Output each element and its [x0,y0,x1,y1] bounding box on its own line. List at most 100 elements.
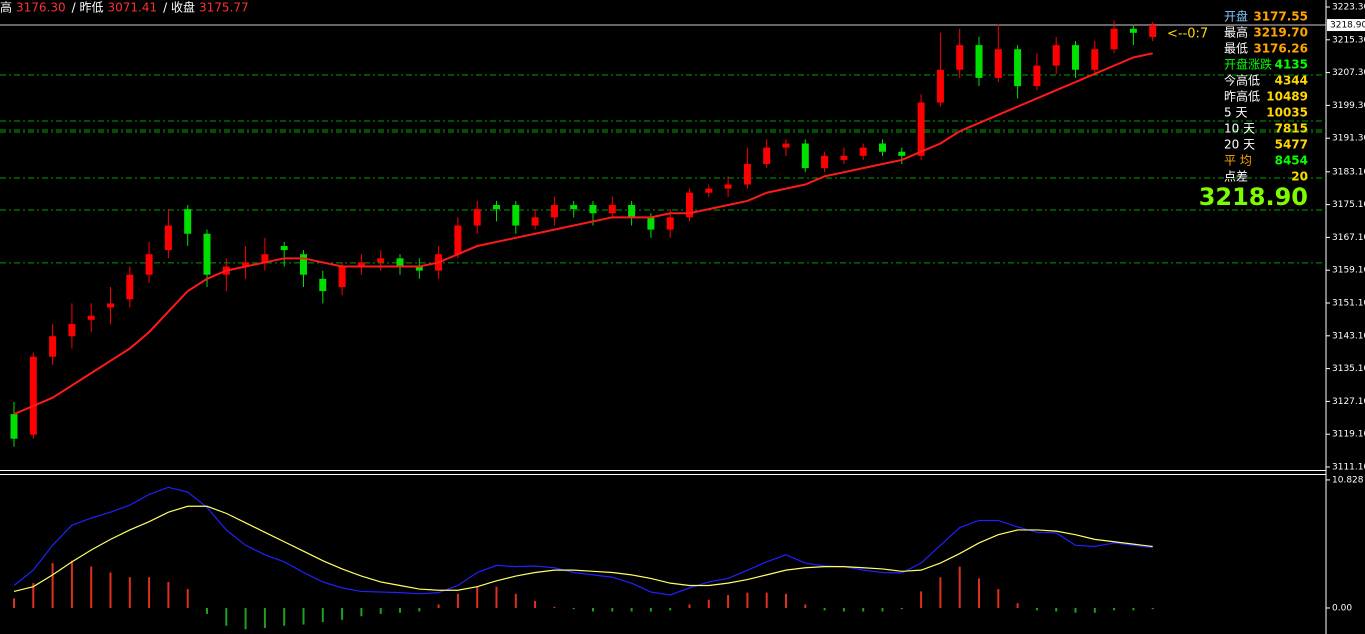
candle-body [550,205,558,218]
y-tick-label: 3191.30 [1332,134,1365,144]
y-tick-label: 3199.30 [1332,101,1365,111]
histogram-bar [1093,607,1096,613]
candle-body [29,356,37,435]
info-value: 5477 [1275,138,1308,152]
y-tick-label: 3175.10 [1332,200,1365,210]
histogram-bar [167,581,170,608]
info-label: 今高低 [1224,73,1260,88]
candle-body [49,336,57,357]
candle-body [936,69,944,103]
info-value: 20 [1291,170,1308,184]
info-label: 10 天 [1224,122,1255,136]
header-value: 3176.30 [16,1,66,15]
histogram-bar [920,591,923,608]
histogram-bar [128,577,131,608]
histogram-bar [456,593,459,608]
candle-body [1091,49,1099,70]
header-label: / 昨低 [72,1,104,15]
candle-body [107,303,114,308]
histogram-bar [283,607,286,626]
candle-body [87,315,95,320]
histogram-bar [785,593,787,608]
histogram-bar [437,604,440,608]
histogram-bar [495,586,498,608]
info-label: 20 天 [1224,138,1255,152]
histogram-bar [514,593,517,608]
info-value: 10035 [1266,106,1308,120]
candle-body [338,266,346,288]
histogram-bar [1113,607,1116,611]
fast-line [13,486,1153,596]
histogram-bar [997,589,1000,608]
histogram-bar [688,604,691,608]
y-tick-label: 3183.10 [1332,167,1365,177]
candle-body [531,217,539,226]
info-label: 平 均 [1224,154,1252,168]
candle-body [454,225,462,255]
candle-body [608,205,616,214]
candle-body [1014,49,1022,87]
histogram-bar [399,607,401,613]
info-label: 最低 [1224,42,1248,56]
histogram-bar [572,607,575,610]
candle-body [666,217,674,230]
histogram-bar [1151,607,1154,610]
candle-body [898,151,906,156]
candle-body [512,205,520,226]
info-label: 开盘涨跌 [1224,57,1272,72]
info-value: 7815 [1275,122,1308,136]
candle-body [184,209,192,234]
candle-body [10,414,18,439]
info-value: 3219.70 [1253,26,1308,40]
histogram-bar [746,592,749,608]
candle-body [1052,45,1060,66]
histogram-bar [592,607,594,612]
ma-line [13,52,1153,416]
histogram-bar [225,607,228,626]
histogram-bar [476,586,479,608]
candle-body [994,49,1002,78]
histogram-bar [244,607,247,630]
candle-body [126,274,134,300]
histogram-bar [765,592,768,608]
candle-body [801,143,809,169]
candle-body [1033,65,1041,87]
candle-body [493,205,500,210]
candle-body [1072,45,1079,70]
candle-body [628,205,636,218]
candle-body [570,205,578,210]
histogram-bar [900,607,903,610]
histogram-bar [1016,603,1019,608]
header-value: 3175.77 [199,1,249,15]
histogram-bar [148,577,151,608]
big-price: 3218.90 [1199,183,1308,211]
histogram-bar [379,607,382,614]
candle-body [473,209,481,226]
candle-body [724,184,732,189]
histogram-bar [186,589,189,608]
y-tick-label: 3143.10 [1332,331,1365,341]
candle-body [396,258,404,267]
y-tick-label: 3215.30 [1332,35,1365,45]
info-label: 开盘 [1224,9,1248,24]
y-tick-label: 10.828 [1332,475,1364,485]
histogram-bar [978,578,980,608]
candle-body [1149,25,1157,37]
candle-body [377,258,385,263]
histogram-bar [649,607,652,612]
header-label: 高 [0,0,12,15]
histogram-bar [70,560,73,608]
candle-body [261,254,269,263]
histogram-bar [1035,607,1038,611]
price-tag: 3218.90 [1330,21,1365,31]
y-tick-label: 3167.10 [1332,233,1365,243]
histogram-bar [32,583,35,608]
histogram-bar [727,594,730,608]
y-tick-label: 3223.30 [1332,3,1365,13]
candle-body [917,102,925,156]
histogram-bar [1074,607,1077,613]
signal-line [13,505,1153,593]
